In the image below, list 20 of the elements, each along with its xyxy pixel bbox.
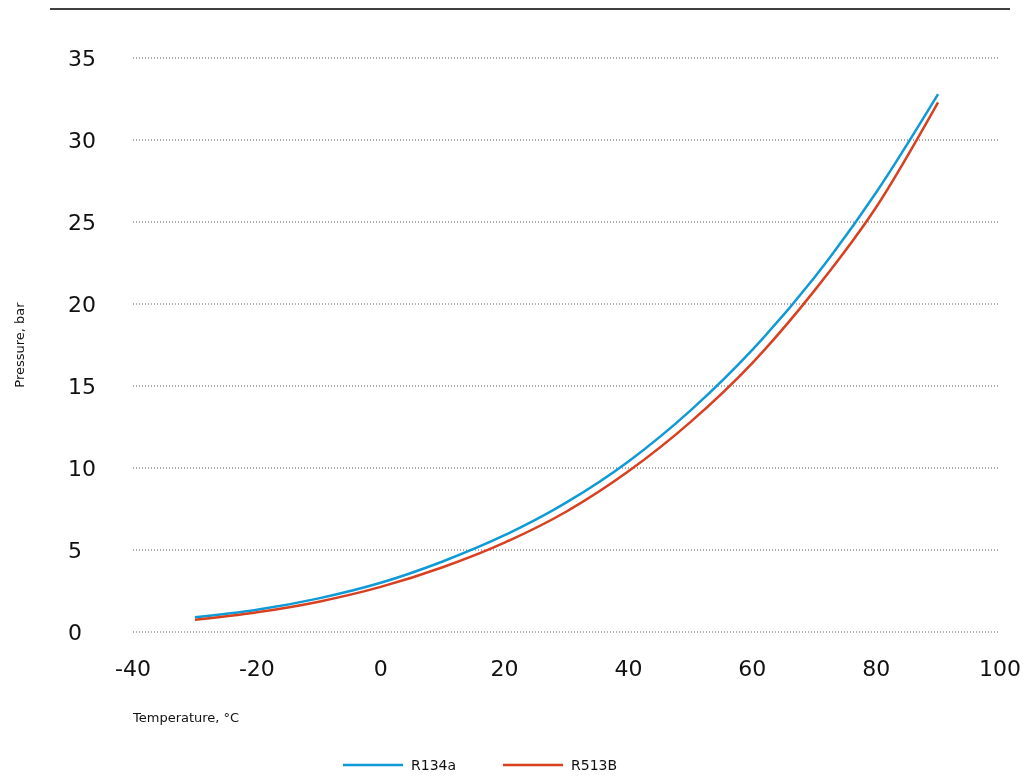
y-tick-label: 5: [68, 537, 82, 563]
y-tick-label: 35: [68, 45, 96, 71]
x-tick-label: -40: [115, 656, 151, 681]
legend-label: R134a: [411, 756, 457, 773]
x-tick-label: 80: [862, 656, 891, 681]
legend-label: R513B: [571, 756, 618, 773]
x-axis-title: Temperature, °C: [132, 710, 240, 725]
x-tick-label: 100: [979, 656, 1021, 681]
y-tick-label: 10: [68, 455, 96, 481]
x-tick-label: 0: [373, 656, 388, 681]
x-tick-label: 40: [614, 656, 643, 681]
y-tick-label: 15: [68, 373, 96, 399]
y-tick-label: 30: [68, 127, 96, 153]
x-tick-label: 20: [490, 656, 519, 681]
y-tick-label: 25: [68, 209, 96, 235]
y-tick-label: 0: [68, 619, 82, 645]
x-tick-label: 60: [738, 656, 767, 681]
y-tick-label: 20: [68, 291, 96, 317]
y-axis-title: Pressure, bar: [12, 301, 27, 388]
x-tick-label: -20: [238, 656, 275, 681]
